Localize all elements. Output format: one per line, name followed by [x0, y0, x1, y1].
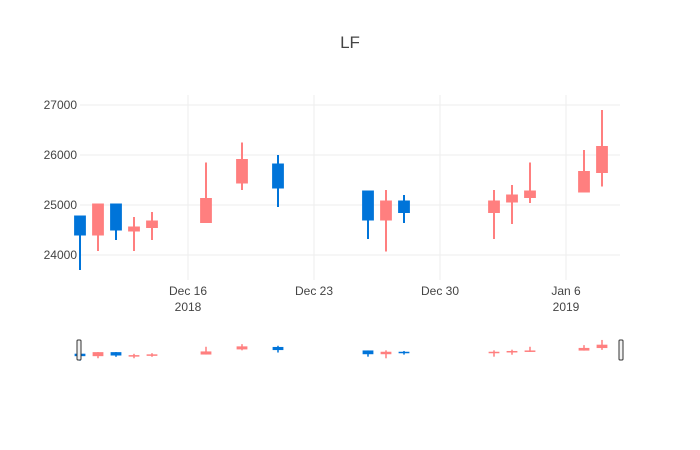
candle-body	[92, 203, 104, 236]
candle[interactable]	[524, 162, 536, 204]
slider-candle	[236, 344, 248, 351]
slider-candle	[398, 350, 410, 355]
slider-candle-body	[128, 355, 140, 357]
candle-body	[74, 215, 86, 236]
range-slider[interactable]	[74, 339, 624, 361]
range-slider-right-handle[interactable]	[618, 339, 624, 361]
candle[interactable]	[488, 190, 500, 239]
x-tick-year-label: 2019	[553, 300, 580, 314]
slider-candle	[506, 349, 518, 355]
slider-candle	[92, 352, 104, 359]
candle-body	[362, 190, 374, 221]
slider-candle-body	[200, 351, 212, 355]
candle-body	[128, 226, 140, 232]
slider-candle	[524, 346, 536, 353]
slider-candle	[146, 353, 158, 357]
candle[interactable]	[74, 215, 86, 270]
candle[interactable]	[578, 150, 590, 193]
slider-candle-body	[110, 352, 122, 356]
slider-candle	[272, 345, 284, 353]
slider-candle-body	[578, 347, 590, 351]
candle-body	[506, 194, 518, 203]
slider-candle	[578, 345, 590, 351]
candle[interactable]	[398, 195, 410, 223]
candle-body	[146, 220, 158, 228]
slider-candle-body	[380, 351, 392, 355]
slider-candle-body	[488, 351, 500, 354]
y-tick-label: 25000	[44, 198, 78, 212]
candle[interactable]	[380, 190, 392, 252]
candle-body	[596, 146, 608, 173]
candle-body	[200, 198, 212, 223]
candle-body	[578, 171, 590, 193]
grid-lines	[80, 95, 620, 280]
y-tick-label: 27000	[44, 98, 78, 112]
slider-candle-body	[92, 352, 104, 357]
candle-body	[398, 200, 410, 213]
candle-body	[110, 203, 122, 231]
slider-candle-body	[146, 354, 158, 356]
candle-body	[236, 159, 248, 184]
slider-candle-body	[506, 350, 518, 353]
main-plot-candles	[74, 110, 608, 270]
slider-candle	[128, 353, 140, 359]
x-tick-label: Jan 6	[551, 284, 581, 298]
slider-candle	[488, 350, 500, 357]
y-tick-label: 24000	[44, 248, 78, 262]
slider-candle	[110, 352, 122, 357]
y-tick-label: 26000	[44, 148, 78, 162]
slider-candle-body	[362, 350, 374, 355]
candle[interactable]	[200, 162, 212, 223]
chart-title: LF	[340, 33, 360, 52]
candle-body	[488, 200, 500, 213]
range-slider-left-handle[interactable]	[76, 339, 82, 361]
slider-candle	[596, 339, 608, 350]
slider-candle-body	[272, 346, 284, 351]
candle[interactable]	[92, 203, 104, 252]
slider-candle-body	[236, 346, 248, 350]
slider-candle	[362, 350, 374, 357]
slider-candle	[380, 350, 392, 359]
candle[interactable]	[146, 212, 158, 240]
candle-body	[380, 200, 392, 221]
axis-labels: 24000 25000 26000 27000 Dec 16 2018 Dec 23 Dec …	[44, 98, 581, 314]
candle[interactable]	[362, 190, 374, 239]
candle-body	[524, 190, 536, 198]
candle[interactable]	[272, 155, 284, 207]
x-tick-label: Dec 30	[421, 284, 459, 298]
candle[interactable]	[596, 110, 608, 187]
slider-candle-body	[524, 350, 536, 352]
candle[interactable]	[506, 185, 518, 224]
slider-candle-body	[596, 344, 608, 349]
candle[interactable]	[236, 142, 248, 191]
candle-body	[272, 163, 284, 189]
candle[interactable]	[128, 217, 140, 251]
x-tick-label: Dec 23	[295, 284, 333, 298]
x-tick-label: Dec 16	[169, 284, 207, 298]
candle[interactable]	[110, 203, 122, 241]
x-tick-year-label: 2018	[175, 300, 202, 314]
slider-candle	[200, 346, 212, 355]
slider-candle-body	[398, 351, 410, 354]
